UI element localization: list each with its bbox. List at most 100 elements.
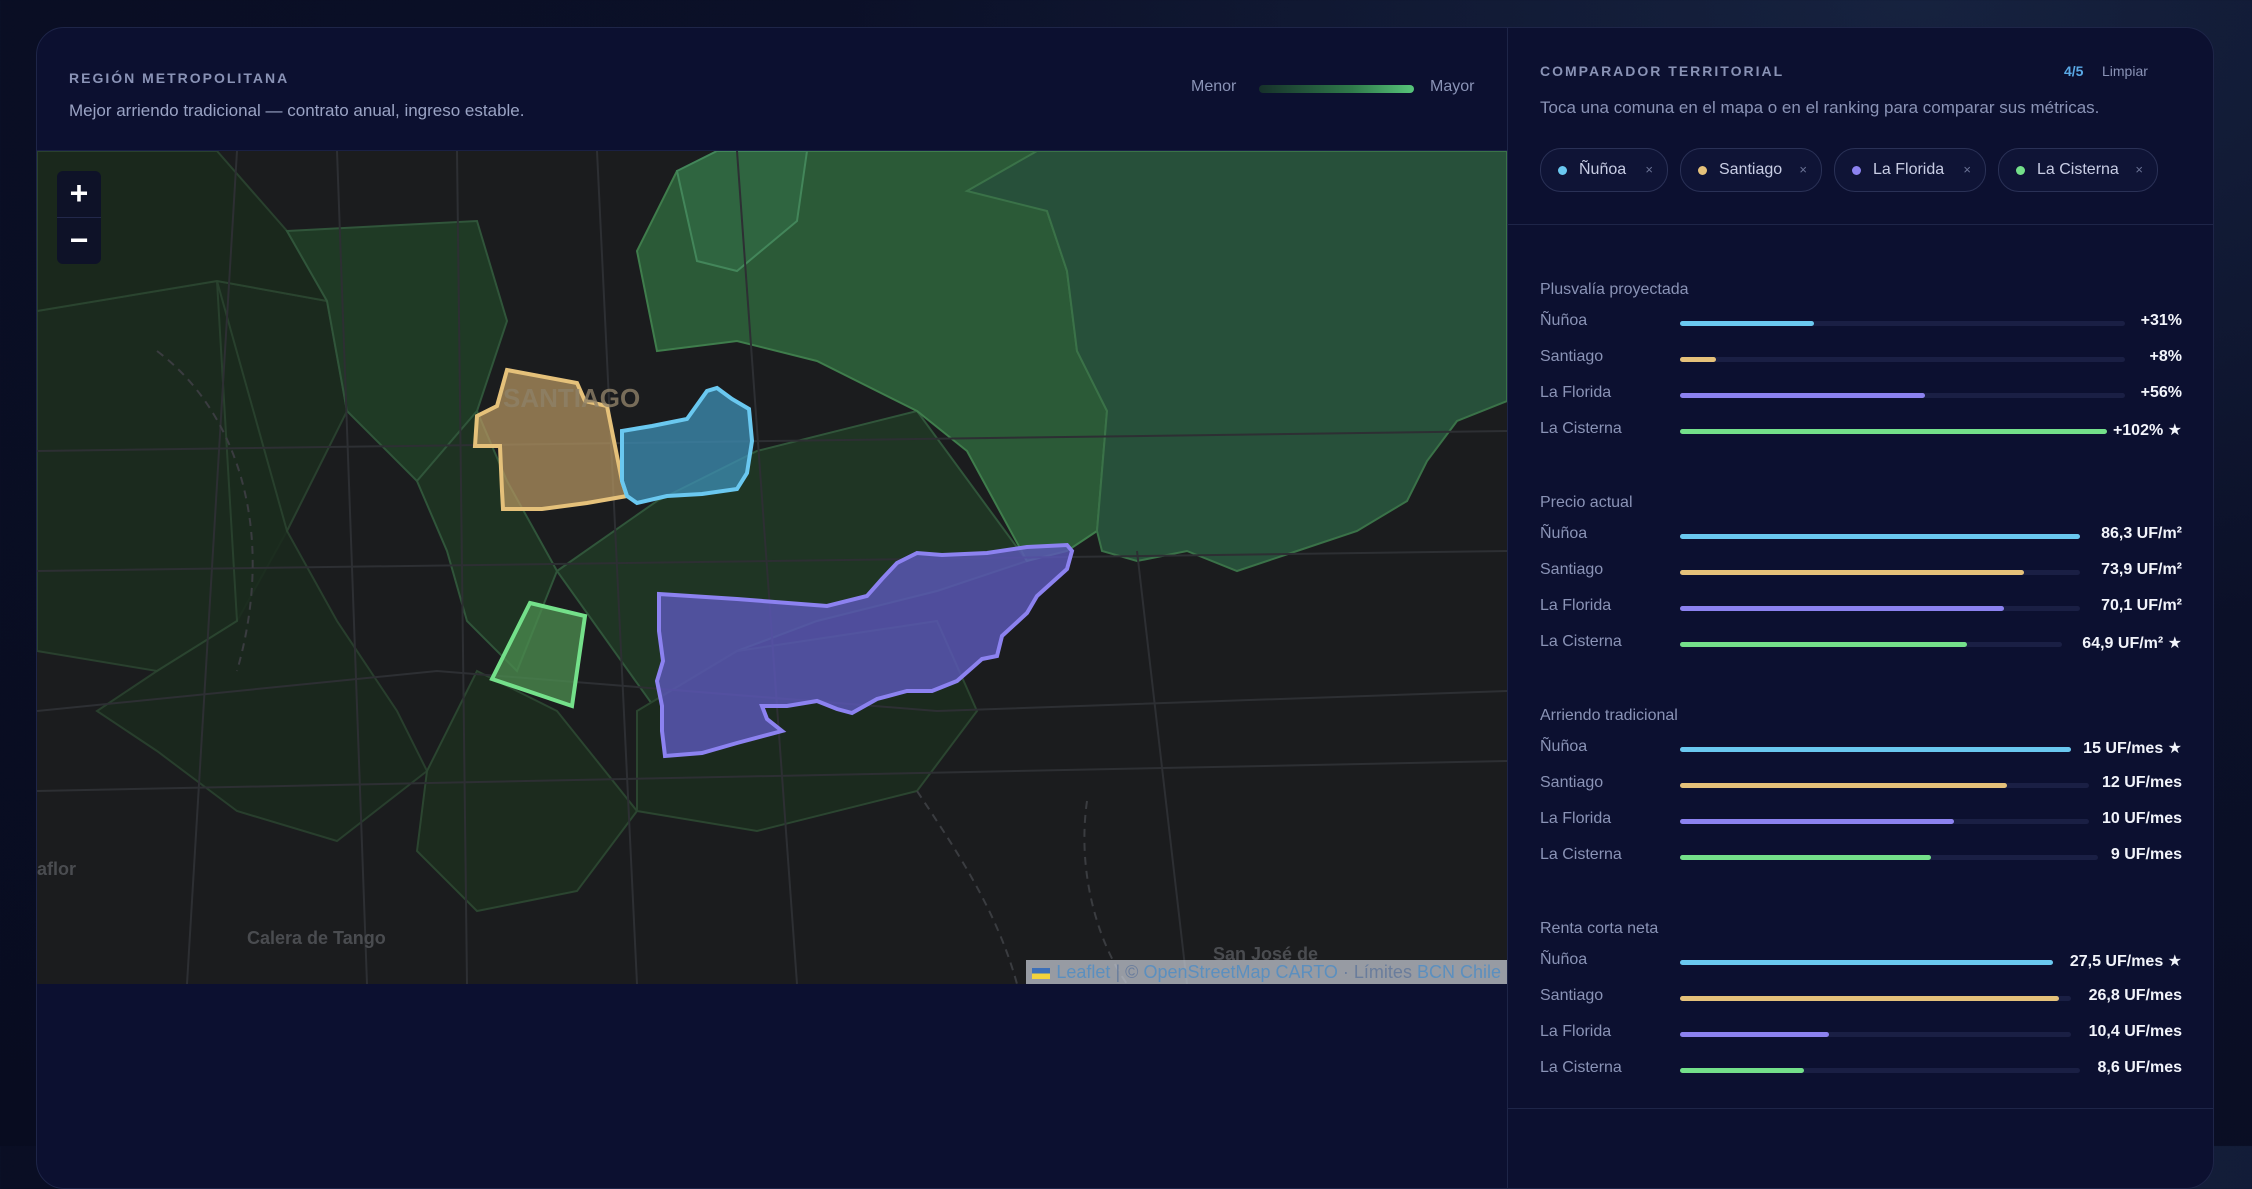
metric-section-title: Precio actual <box>1540 494 1633 511</box>
zoom-control: + − <box>57 171 101 264</box>
remove-icon[interactable]: × <box>1963 162 1971 177</box>
metric-row-value: +8% <box>2149 348 2182 365</box>
metric-bar-track <box>1680 783 2089 788</box>
metric-row-label[interactable]: La Florida <box>1540 1023 1612 1040</box>
metric-bar-track <box>1680 570 2080 575</box>
map-view[interactable]: SANTIAGO Calera de Tango aflor San José … <box>37 151 1507 984</box>
metric-bar-track <box>1680 606 2080 611</box>
chip-color-dot <box>2016 166 2025 175</box>
metric-section-title: Plusvalía proyectada <box>1540 281 1689 298</box>
metric-bar-fill <box>1680 606 2004 611</box>
clear-button[interactable]: Limpiar <box>2102 63 2148 79</box>
metric-bar-fill <box>1680 783 2007 788</box>
chip-la-florida[interactable]: La Florida × <box>1834 148 1986 192</box>
metric-bar-fill <box>1680 1068 1804 1073</box>
map-attribution: Leaflet | © OpenStreetMap CARTO · Límite… <box>1026 960 1507 984</box>
chip-santiago[interactable]: Santiago × <box>1680 148 1822 192</box>
metric-row-value: 27,5 UF/mes ★ <box>2069 953 2182 970</box>
bcn-link[interactable]: BCN Chile <box>1416 962 1501 982</box>
region-subtitle: Mejor arriendo tradicional — contrato an… <box>69 101 525 120</box>
metric-bar-track <box>1680 1032 2071 1037</box>
legend-max-label: Mayor <box>1430 78 1475 95</box>
metric-row-value: 26,8 UF/mes <box>2088 987 2182 1004</box>
metric-row-value: 9 UF/mes <box>2110 846 2182 863</box>
metric-bar-track <box>1680 534 2080 539</box>
attribution-limites: Límites <box>1353 962 1412 982</box>
metric-row-value: +102% ★ <box>2112 422 2182 439</box>
metric-row-label[interactable]: Ñuñoa <box>1540 525 1588 542</box>
metric-row-label[interactable]: La Cisterna <box>1540 633 1622 650</box>
remove-icon[interactable]: × <box>1799 162 1807 177</box>
metric-bar-fill <box>1680 357 1716 362</box>
metric-row-label[interactable]: La Cisterna <box>1540 420 1622 437</box>
metric-bar-fill <box>1680 429 2107 434</box>
leaflet-link[interactable]: Leaflet <box>1056 962 1111 982</box>
commune-la-cisterna-shape <box>489 600 588 709</box>
metric-bar-fill <box>1680 855 1931 860</box>
chip-color-dot <box>1698 166 1707 175</box>
metric-row-label[interactable]: Ñuñoa <box>1540 312 1588 329</box>
metric-row-label[interactable]: La Florida <box>1540 384 1612 401</box>
remove-icon[interactable]: × <box>2135 162 2143 177</box>
osm-link[interactable]: OpenStreetMap <box>1143 962 1271 982</box>
metric-row-label[interactable]: Santiago <box>1540 987 1604 1004</box>
metric-row-value: +56% <box>2140 384 2182 401</box>
divider <box>1508 224 2213 225</box>
metric-section-title: Arriendo tradicional <box>1540 707 1678 724</box>
metric-bar-fill <box>1680 747 2071 752</box>
map-label-aflor: aflor <box>37 859 77 879</box>
carto-link[interactable]: CARTO <box>1275 962 1338 982</box>
ukraine-flag-icon <box>1032 967 1051 979</box>
region-title: REGIÓN METROPOLITANA <box>69 70 290 86</box>
metric-row-value: 12 UF/mes <box>2101 774 2182 791</box>
metric-row-label[interactable]: Ñuñoa <box>1540 738 1588 755</box>
dashboard-panel: REGIÓN METROPOLITANA Mejor arriendo trad… <box>36 27 2214 1189</box>
chip-color-dot <box>1558 166 1567 175</box>
chip-label: Ñuñoa <box>1579 161 1627 178</box>
map-column: REGIÓN METROPOLITANA Mejor arriendo trad… <box>37 28 1507 1188</box>
metric-row-label[interactable]: Santiago <box>1540 774 1604 791</box>
metric-row-value: 64,9 UF/m² ★ <box>2082 635 2182 652</box>
metric-bar-track <box>1680 996 2071 1001</box>
divider <box>1508 1108 2213 1109</box>
metric-row-label[interactable]: La Florida <box>1540 810 1612 827</box>
commune-nunoa-shape <box>620 385 755 506</box>
commune-la-florida-shape <box>654 542 1075 759</box>
metric-row-value: 10 UF/mes <box>2101 810 2182 827</box>
map-canvas[interactable] <box>37 151 1507 984</box>
metric-bar-track <box>1680 855 2098 860</box>
zoom-out-button[interactable]: − <box>57 217 101 264</box>
metric-row-label[interactable]: La Florida <box>1540 597 1612 614</box>
metric-bar-track <box>1680 642 2062 647</box>
metric-row-value: +31% <box>2140 312 2182 329</box>
selection-count: 4/5 <box>2064 63 2084 79</box>
metric-row-label[interactable]: La Cisterna <box>1540 846 1622 863</box>
metric-row-label[interactable]: Ñuñoa <box>1540 951 1588 968</box>
chip-nunoa[interactable]: Ñuñoa × <box>1540 148 1668 192</box>
metric-row-label[interactable]: La Cisterna <box>1540 1059 1622 1076</box>
attribution-dot: · <box>1342 962 1349 982</box>
comparator-title: COMPARADOR TERRITORIAL <box>1540 63 1785 79</box>
metric-bar-track <box>1680 393 2125 398</box>
metric-bar-fill <box>1680 996 2059 1001</box>
metric-row-value: 8,6 UF/mes <box>2097 1059 2182 1076</box>
zoom-in-button[interactable]: + <box>69 175 89 211</box>
metric-row-value: 70,1 UF/m² <box>2101 597 2182 614</box>
metric-bar-track <box>1680 747 2071 752</box>
map-label-santiago: SANTIAGO <box>503 383 641 413</box>
legend-gradient <box>1259 85 1414 93</box>
map-label-sanjose: San José de <box>1213 944 1319 964</box>
metric-bar-track <box>1680 357 2125 362</box>
metric-bar-fill <box>1680 819 1954 824</box>
attribution-copyright: © <box>1125 962 1139 982</box>
metric-row-value: 10,4 UF/mes <box>2088 1023 2182 1040</box>
chip-la-cisterna[interactable]: La Cisterna × <box>1998 148 2158 192</box>
chip-label: La Florida <box>1873 161 1945 178</box>
remove-icon[interactable]: × <box>1645 162 1653 177</box>
metric-row-label[interactable]: Santiago <box>1540 348 1604 365</box>
metric-bar-track <box>1680 960 2053 965</box>
metric-bar-track <box>1680 819 2089 824</box>
metric-bar-track <box>1680 1068 2080 1073</box>
metric-row-label[interactable]: Santiago <box>1540 561 1604 578</box>
map-header: REGIÓN METROPOLITANA Mejor arriendo trad… <box>37 28 1507 151</box>
